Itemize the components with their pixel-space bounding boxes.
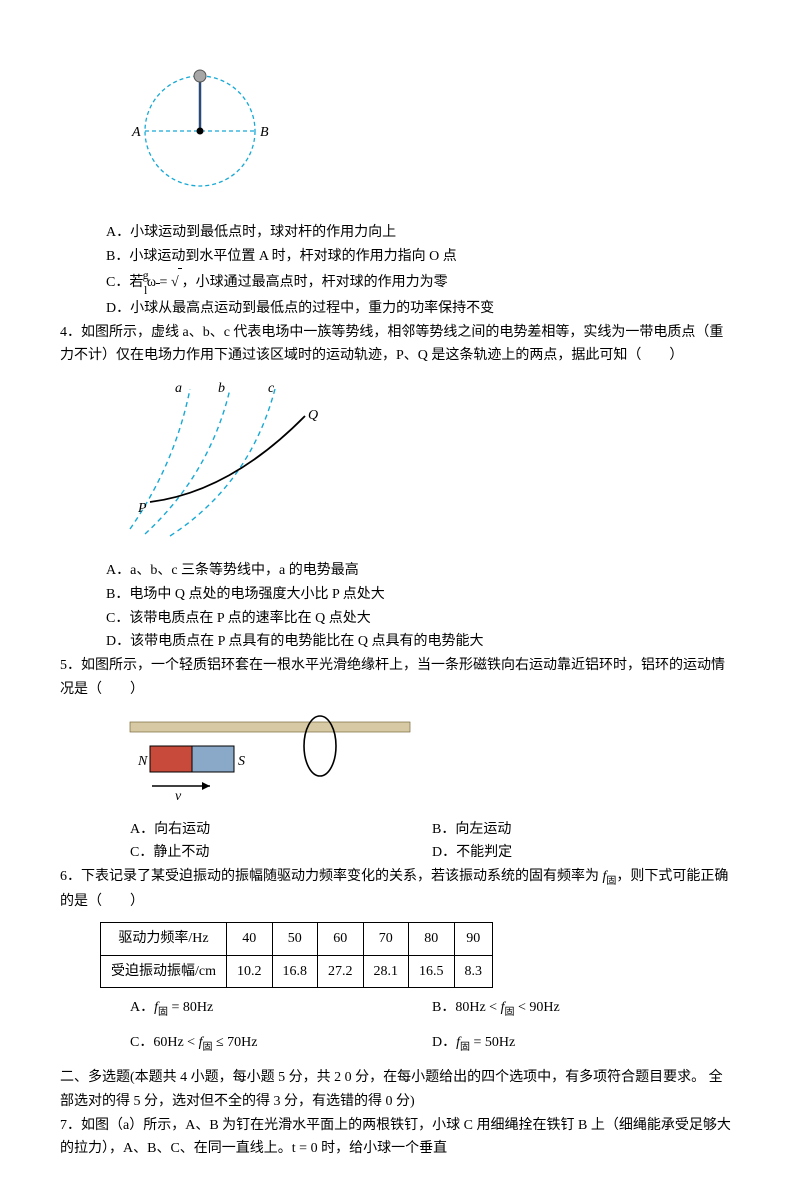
q4-option-D: D．该带电质点在 P 点具有的电势能比在 Q 点具有的电势能大 [60, 630, 734, 654]
q5-stem: 5．如图所示，一个轻质铝环套在一根水平光滑绝缘杆上，当一条形磁铁向右运动靠近铝环… [60, 654, 734, 702]
label-c: c [268, 381, 275, 396]
magnet-N: N [137, 754, 148, 769]
q5-option-B: B．向左运动 [432, 818, 734, 842]
q5-option-C: C．静止不动 [130, 841, 432, 865]
q4-option-C: C．该带电质点在 P 点的速率比在 Q 点处大 [60, 607, 734, 631]
section2-heading: 二、多选题(本题共 4 小题，每小题 5 分，共 2 0 分，在每小题给出的四个… [60, 1066, 734, 1114]
q5-option-A: A．向右运动 [130, 818, 432, 842]
q3-option-B: B．小球运动到水平位置 A 时，杆对球的作用力指向 O 点 [60, 245, 734, 269]
q6-options-row1: A．f固 = 80Hz B．80Hz < f固 < 90Hz [60, 996, 734, 1021]
v-label: v [175, 789, 182, 803]
q4-stem: 4．如图所示，虚线 a、b、c 代表电场中一族等势线，相邻等势线之间的电势差相等… [60, 321, 734, 369]
q6-table: 驱动力频率/Hz 40 50 60 70 80 90 受迫振动振幅/cm 10.… [100, 922, 493, 989]
q3-option-D: D．小球从最高点运动到最低点的过程中，重力的功率保持不变 [60, 297, 734, 321]
q5-option-D: D．不能判定 [432, 841, 734, 865]
q6-th-freq: 驱动力频率/Hz [101, 922, 227, 955]
q4-option-A: A．a、b、c 三条等势线中，a 的电势最高 [60, 559, 734, 583]
magnet-S: S [238, 754, 245, 769]
q5-options-row1: A．向右运动 B．向左运动 [60, 818, 734, 842]
label-P: P [137, 501, 147, 516]
q3-option-A: A．小球运动到最低点时，球对杆的作用力向上 [60, 221, 734, 245]
q4-diagram: a b c P Q [120, 374, 734, 553]
q6-stem: 6．下表记录了某受迫振动的振幅随驱动力频率变化的关系，若该振动系统的固有频率为 … [60, 865, 734, 914]
q5-diagram: N S v [120, 708, 734, 812]
q6-option-A: A．f固 = 80Hz [130, 996, 432, 1021]
label-Q: Q [308, 408, 318, 423]
q6-option-C: C．60Hz < f固 ≤ 70Hz [130, 1031, 432, 1056]
q7-stem: 7．如图（a）所示，A、B 为钉在光滑水平面上的两根铁钉，小球 C 用细绳拴在铁… [60, 1114, 734, 1162]
q4-option-B: B．电场中 Q 点处的电场强度大小比 P 点处大 [60, 583, 734, 607]
q6-th-amp: 受迫振动振幅/cm [101, 955, 227, 988]
q6-option-B: B．80Hz < f固 < 90Hz [432, 996, 734, 1021]
q3-diagram: A B [120, 46, 734, 215]
q6-option-D: D．f固 = 50Hz [432, 1031, 734, 1056]
q5-options-row2: C．静止不动 D．不能判定 [60, 841, 734, 865]
label-b: b [218, 381, 225, 396]
label-A: A [131, 125, 141, 140]
label-a: a [175, 381, 182, 396]
q3-option-C: C．若 ω = √gl，小球通过最高点时，杆对球的作用力为零 [60, 268, 734, 296]
label-B: B [260, 125, 269, 140]
q6-options-row2: C．60Hz < f固 ≤ 70Hz D．f固 = 50Hz [60, 1031, 734, 1056]
